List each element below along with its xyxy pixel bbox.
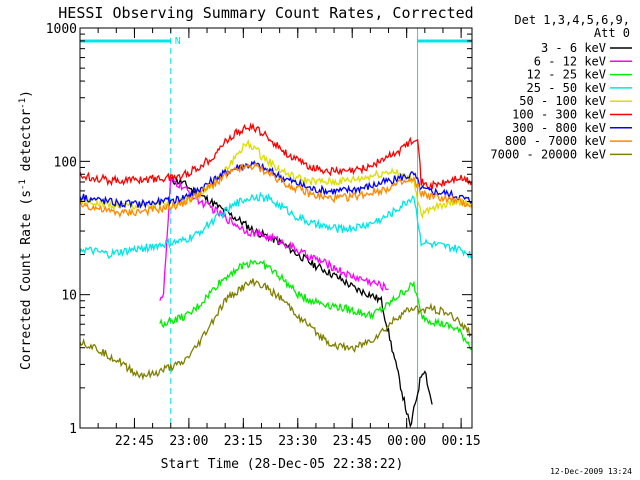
legend-label-1: 6 - 12 keV xyxy=(534,54,606,68)
legend-label-7: 800 - 7000 keV xyxy=(505,134,606,148)
y-axis-label: Corrected Count Rate (s-1 detector-1) xyxy=(18,90,34,370)
x-tick-label-1: 23:00 xyxy=(169,434,208,449)
x-tick-label-5: 00:00 xyxy=(387,434,426,449)
y-axis-label-end: ) xyxy=(19,90,34,98)
legend-label-8: 7000 - 20000 keV xyxy=(490,147,606,161)
series-layer xyxy=(79,122,473,428)
plot-frame xyxy=(79,27,473,429)
y-tick-label-2: 100 xyxy=(54,155,77,170)
legend-label-4: 50 - 100 keV xyxy=(519,94,606,108)
x-tick-label-6: 00:15 xyxy=(442,434,481,449)
y-axis-label-mid: detector xyxy=(19,109,34,180)
x-tick-label-3: 23:30 xyxy=(278,434,317,449)
chart-title: HESSI Observing Summary Count Rates, Cor… xyxy=(58,4,473,22)
y-tick-label-0: 1 xyxy=(69,422,77,437)
y-axis-label-sup1: -1 xyxy=(18,179,28,190)
series-line-1 xyxy=(159,176,389,301)
series-line-0 xyxy=(170,175,433,428)
legend-label-6: 300 - 800 keV xyxy=(512,121,606,135)
legend-label-2: 12 - 25 keV xyxy=(527,68,606,82)
legend-header-line2: Att 0 xyxy=(594,26,630,40)
footer-timestamp: 12-Dec-2009 13:24 xyxy=(550,467,632,476)
x-tick-label-2: 23:15 xyxy=(224,434,263,449)
series-line-2 xyxy=(159,259,473,351)
x-tick-label-0: 22:45 xyxy=(115,434,154,449)
series-line-7 xyxy=(79,161,473,219)
series-line-6 xyxy=(79,159,473,209)
axes: 1 10 100 1000 22:45 23:00 23:15 23:30 23:45 00:00… xyxy=(46,22,481,449)
y-tick-label-3: 1000 xyxy=(46,22,77,37)
y-axis-label-main: Corrected Count Rate (s xyxy=(19,190,34,370)
legend-header-line1: Det 1,3,4,5,6,9, xyxy=(514,13,630,27)
x-tick-label-4: 23:45 xyxy=(333,434,372,449)
legend-label-3: 25 - 50 keV xyxy=(527,81,606,95)
series-line-5 xyxy=(79,122,473,191)
y-axis-label-sup2: -1 xyxy=(18,98,28,109)
flag-marker-label: N xyxy=(175,36,181,47)
legend-label-0: 3 - 6 keV xyxy=(541,41,606,55)
legend-label-5: 100 - 300 keV xyxy=(512,108,606,122)
flag-markers: N xyxy=(80,28,473,428)
series-line-8 xyxy=(79,278,473,381)
y-tick-label-1: 10 xyxy=(61,289,77,304)
x-axis-label: Start Time (28-Dec-05 22:38:22) xyxy=(161,457,404,472)
series-line-3 xyxy=(79,191,473,260)
